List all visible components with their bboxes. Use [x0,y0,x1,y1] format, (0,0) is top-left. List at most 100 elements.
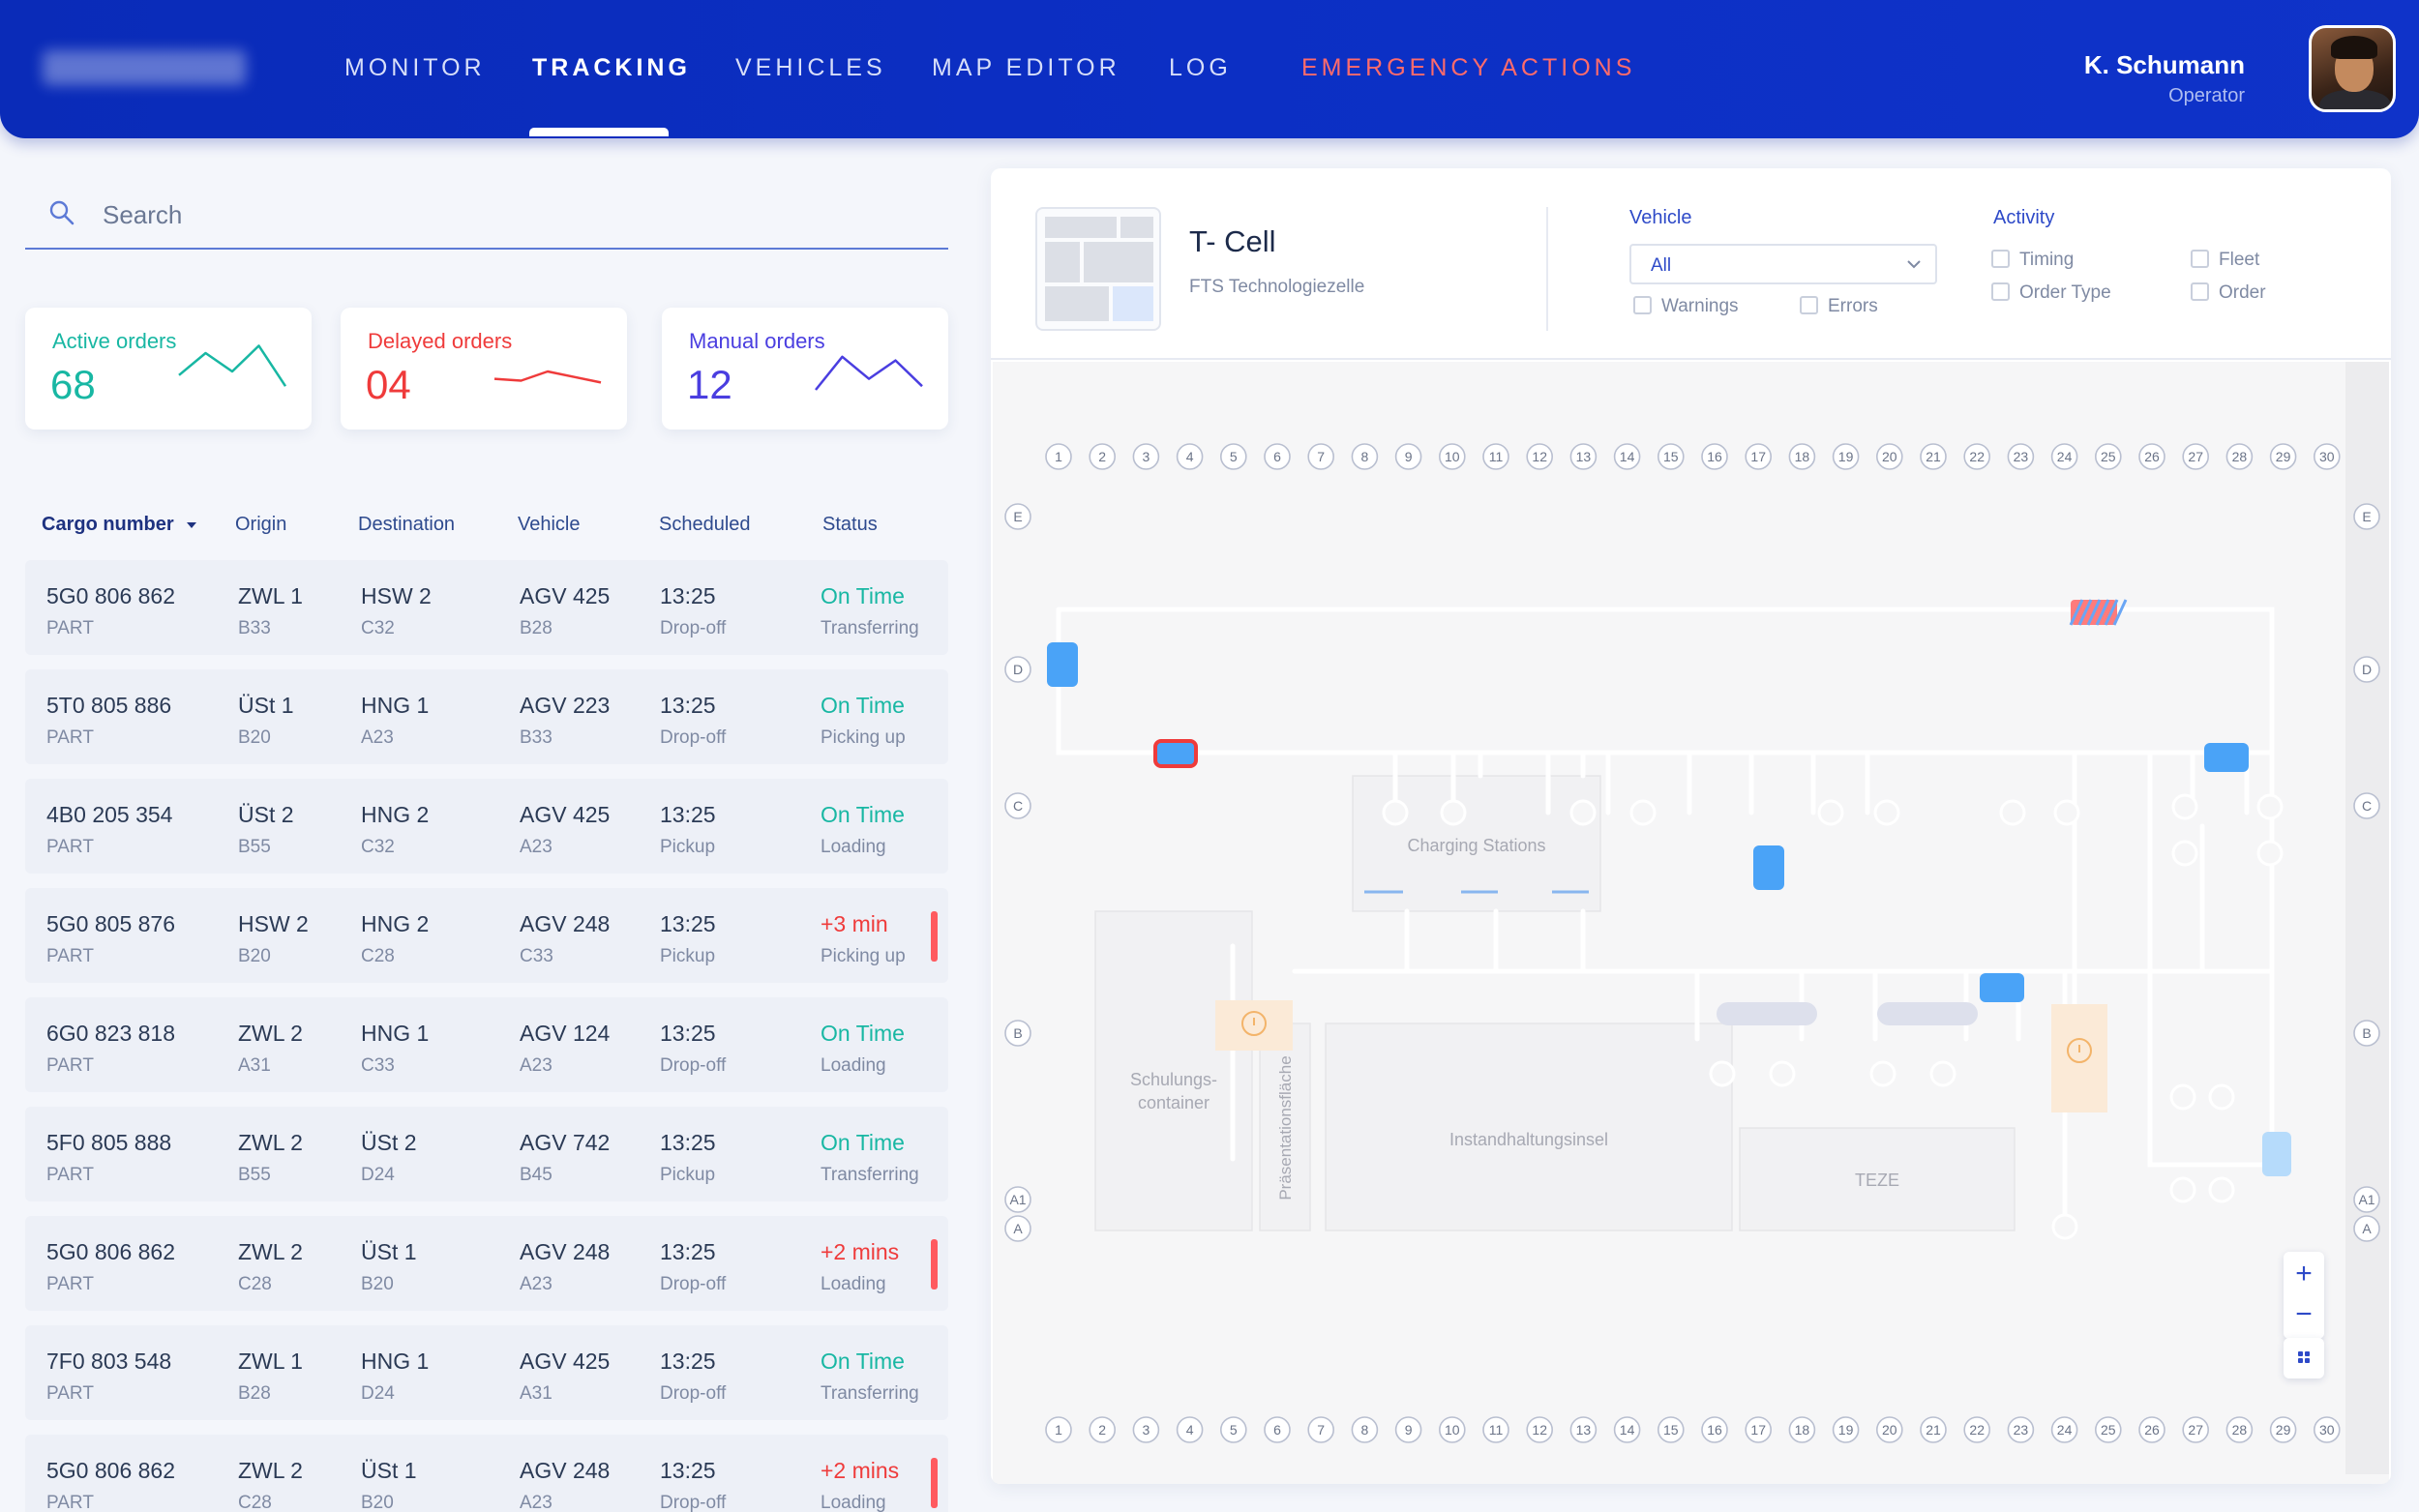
grid-column-marker [1526,1416,1554,1443]
scheduled-time: 13:25 [660,1349,716,1374]
table-row[interactable]: 4B0 205 354 PART ÜSt 2 B55 HNG 2 C32 AGV 425 A2… [25,779,948,874]
header-label: Cargo number [42,514,174,535]
table-row[interactable]: 5F0 805 888 PART ZWL 2 B55 ÜSt 2 D24 AGV 742 B4… [25,1107,948,1201]
station-marker [2171,840,2198,867]
grid-column-marker [1920,443,1947,470]
facility-map[interactable]: 1 1 2 2 3 3 4 4 5 5 6 6 7 7 8 8 9 9 10 10 11 11 12 12 13 13 14 14 15… [993,362,2389,1484]
company-logo[interactable] [43,50,246,85]
station-marker [1569,799,1597,826]
origin: HSW 2 [238,911,309,936]
nav-vehicles[interactable]: VEHICLES [735,54,886,81]
stat-card-active-orders[interactable]: Active orders 68 [25,308,312,430]
map-gutter [2345,362,2389,1484]
grid-column-marker [2050,1416,2078,1443]
checkbox-order-type[interactable]: Order Type [1991,282,2111,304]
column-header-cargo-number[interactable]: Cargo number [42,514,198,536]
destination-location: C32 [361,618,395,638]
checkbox-fleet[interactable]: Fleet [2191,250,2259,271]
status-detail: Loading [821,1274,886,1294]
cargo-type: PART [46,837,94,857]
grid-column-label: 26 [2144,449,2160,464]
checkbox-errors[interactable]: Errors [1800,296,1878,317]
stat-card-manual-orders[interactable]: Manual orders 12 [662,308,948,430]
status-text: +2 mins [821,1458,900,1483]
vehicle-location: B28 [520,618,552,638]
station-marker [2208,1083,2235,1111]
grid-column-marker [1788,443,1816,470]
table-row[interactable]: 5G0 806 862 PART ZWL 2 C28 ÜSt 1 B20 AGV 248 A2… [25,1435,948,1512]
grid-column-marker [2138,1416,2165,1443]
station-marker [1769,1060,1796,1087]
grid-column-label: 4 [1186,1422,1194,1438]
stat-value: 12 [687,362,732,407]
zone-label: Schulungs- [1130,1070,1217,1089]
zone-label: Instandhaltungsinsel [1449,1130,1608,1149]
search-input[interactable] [103,193,877,236]
destination-location: A23 [361,727,394,748]
table-row[interactable]: 6G0 823 818 PART ZWL 2 A31 HNG 1 C33 AGV 124 A2… [25,997,948,1092]
origin: ZWL 2 [238,1239,303,1264]
grid-column-marker [2007,1416,2035,1443]
grid-column-marker [1394,1416,1422,1443]
nav-monitor[interactable]: MONITOR [344,54,486,81]
destination-location: C32 [361,837,395,857]
grid-column-marker [1089,1416,1116,1443]
grid-column-marker [2314,1416,2341,1443]
origin-location: B20 [238,946,271,966]
destination: HNG 2 [361,802,430,827]
zone-teze [1739,1127,2016,1231]
station-marker [2051,1213,2078,1240]
scheduled-time: 13:25 [660,802,716,827]
column-header-origin[interactable]: Origin [235,514,287,535]
table-row[interactable]: 5G0 805 876 PART HSW 2 B20 HNG 2 C28 AGV 248 C3… [25,888,948,983]
grid-column-marker [1832,443,1860,470]
nav-log[interactable]: LOG [1169,54,1232,81]
station-marker [2208,1176,2235,1203]
checkbox-warnings[interactable]: Warnings [1633,296,1739,317]
zoom-in-button[interactable]: + [2284,1254,2324,1294]
sparkline-path [815,355,923,391]
zone-praesentationsflaeche [1259,1023,1311,1231]
grid-column-label: 23 [2014,449,2029,464]
stat-card-delayed-orders[interactable]: Delayed orders 04 [341,308,627,430]
scheduled-time: 13:25 [660,583,716,608]
grid-column-marker [2182,1416,2209,1443]
cargo-type: PART [46,946,94,966]
table-row[interactable]: 7F0 803 548 PART ZWL 1 B28 HNG 1 D24 AGV 425 A3… [25,1325,948,1420]
nav-emergency-actions[interactable]: EMERGENCY ACTIONS [1301,54,1636,81]
cell-thumbnail[interactable] [1035,207,1161,331]
destination-location: C33 [361,1055,395,1076]
grid-column-label: 5 [1230,449,1238,464]
user-avatar[interactable] [2309,25,2396,112]
table-row[interactable]: 5G0 806 862 PART ZWL 2 C28 ÜSt 1 B20 AGV 248 A2… [25,1216,948,1311]
map-panel: T- Cell FTS Technologiezelle Vehicle All… [991,168,2391,1484]
nav-map-editor[interactable]: MAP EDITOR [932,54,1120,81]
nav-tracking[interactable]: TRACKING [532,54,691,81]
vehicle-select[interactable]: All [1629,244,1937,284]
origin: ZWL 2 [238,1021,303,1046]
column-header-status[interactable]: Status [822,514,878,535]
grid-icon [2298,1350,2310,1363]
grid-column-label: 9 [1405,449,1413,464]
origin-location: B55 [238,837,271,857]
destination: HNG 1 [361,693,430,718]
grid-row-label: A [2362,1221,2372,1236]
grid-column-label: 13 [1576,1422,1592,1438]
column-header-destination[interactable]: Destination [358,514,456,535]
station-marker [1999,799,2026,826]
checkbox-order[interactable]: Order [2191,282,2266,304]
checkbox-timing[interactable]: Timing [1991,250,2074,271]
column-header-vehicle[interactable]: Vehicle [518,514,581,535]
table-row[interactable]: 5T0 805 886 PART ÜSt 1 B20 HNG 1 A23 AGV 223 B3… [25,669,948,764]
table-row[interactable]: 5G0 806 862 PART ZWL 1 B33 HSW 2 C32 AGV 425 B2… [25,560,948,655]
cargo-type: PART [46,727,94,748]
grid-row-marker [2353,1186,2380,1213]
grid-column-label: 20 [1882,1422,1897,1438]
zoom-out-button[interactable]: − [2284,1294,2324,1335]
column-header-scheduled[interactable]: Scheduled [659,514,751,535]
fit-view-button[interactable] [2284,1338,2324,1379]
grid-row-label: E [2362,509,2371,524]
vehicle-location: A23 [520,1493,552,1512]
track-segment [1056,607,2275,756]
divider [1546,207,1548,331]
